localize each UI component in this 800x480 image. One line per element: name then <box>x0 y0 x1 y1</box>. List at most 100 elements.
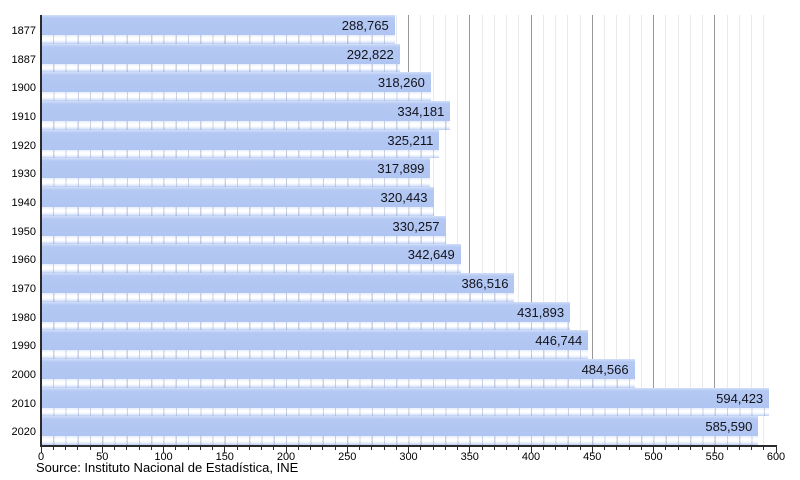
bar-value-label: 446,744 <box>535 333 583 349</box>
x-minor-tick <box>457 447 458 450</box>
grid-line-minor <box>493 15 495 445</box>
x-tick-label: 450 <box>583 451 602 463</box>
bar-gloss-band <box>41 149 440 159</box>
x-minor-tick <box>261 447 262 450</box>
bar-value-label: 318,260 <box>377 75 425 91</box>
x-minor-tick <box>567 447 569 450</box>
bar-body <box>41 187 434 207</box>
bar-gloss-band <box>41 207 434 216</box>
grid-line-major <box>530 15 532 445</box>
bar-gloss-band <box>41 321 571 331</box>
x-minor-tick <box>751 447 752 450</box>
bar-row: 585,590 <box>41 416 776 445</box>
x-minor-tick <box>248 447 250 450</box>
bar-body <box>41 158 431 179</box>
x-tick <box>163 447 164 453</box>
x-minor-tick <box>665 447 667 450</box>
bar-value-label: 325,211 <box>387 132 434 148</box>
x-minor-tick <box>212 447 213 450</box>
bar-row: 317,899 <box>41 158 776 187</box>
grid-line-minor <box>726 15 728 445</box>
grid-line-minor <box>457 15 458 445</box>
year-label: 1930 <box>11 168 36 181</box>
x-tick <box>101 447 103 453</box>
bar: 594,423 <box>41 387 770 417</box>
bar-row: 342,649 <box>41 244 776 273</box>
x-minor-tick <box>689 447 691 450</box>
bar-value-label: 330,257 <box>392 218 440 234</box>
bar-row: 330,257 <box>41 215 776 245</box>
year-label: 1960 <box>11 254 36 267</box>
bar-row: 431,893 <box>41 301 776 331</box>
year-label: 1900 <box>11 82 36 95</box>
grid-line-minor <box>738 15 740 445</box>
x-minor-tick <box>432 447 434 450</box>
grid-line-major <box>591 15 593 445</box>
bar-gloss-band <box>41 407 770 417</box>
bar-body <box>41 215 446 236</box>
year-label: 1970 <box>11 283 36 295</box>
year-label: 1910 <box>11 111 36 123</box>
x-tick <box>346 447 348 453</box>
year-label: 2000 <box>11 369 36 381</box>
grid-line-minor <box>763 15 765 445</box>
grid-line-minor <box>689 15 691 445</box>
x-tick <box>40 447 42 453</box>
bar-row: 484,566 <box>41 359 776 388</box>
x-minor-tick <box>77 447 79 450</box>
bar-value-label: 386,516 <box>461 276 509 291</box>
year-label: 2010 <box>11 397 36 410</box>
bar: 585,590 <box>41 416 759 445</box>
x-tick-label: 500 <box>644 451 663 463</box>
x-axis-line <box>40 445 777 447</box>
bar-value-label: 334,181 <box>397 104 445 119</box>
bar-gloss-band <box>41 264 461 273</box>
bar-value-label: 431,893 <box>517 304 565 320</box>
x-minor-tick <box>199 447 201 450</box>
x-tick <box>469 447 471 453</box>
bar-row: 320,443 <box>41 187 776 216</box>
x-minor-tick <box>444 447 446 450</box>
bar-body <box>41 72 431 93</box>
x-minor-tick <box>138 447 140 450</box>
bar-body <box>41 359 635 379</box>
bar-gloss-band <box>41 379 635 388</box>
bar: 318,260 <box>41 72 431 101</box>
bars-layer: 288,765 292,822 318,260 334,181 325,211 317,8… <box>41 15 776 445</box>
bar-body <box>41 101 451 121</box>
year-label: 1950 <box>11 225 36 238</box>
bar-gloss-band <box>41 235 446 245</box>
x-tick <box>653 447 654 453</box>
x-minor-tick <box>65 447 66 450</box>
x-minor-tick <box>677 447 679 450</box>
x-minor-tick <box>297 447 299 450</box>
grid-line-minor <box>567 15 569 445</box>
bar-value-label: 320,443 <box>380 190 428 205</box>
bar-body <box>41 43 400 64</box>
bar-value-label: 292,822 <box>346 46 394 62</box>
x-tick-label: 100 <box>154 451 173 463</box>
x-tick-label: 250 <box>338 451 357 463</box>
year-label: 1887 <box>11 53 36 66</box>
y-axis-line <box>40 15 42 446</box>
bar-row: 325,211 <box>41 129 776 159</box>
x-tick <box>591 447 593 453</box>
x-minor-tick <box>518 447 520 450</box>
bar-row: 292,822 <box>41 43 776 73</box>
x-minor-tick <box>114 447 115 450</box>
bar: 288,765 <box>41 15 395 44</box>
bar-body <box>41 273 515 293</box>
x-minor-tick <box>150 447 152 450</box>
x-minor-tick <box>273 447 275 450</box>
bar-body <box>41 330 589 351</box>
source-text: Source: Instituto Nacional de Estadístic… <box>36 460 299 475</box>
grid-line-minor <box>579 15 581 445</box>
bar-body <box>41 15 395 35</box>
year-label: 1940 <box>11 197 36 209</box>
x-tick-label: 300 <box>399 451 418 463</box>
x-minor-tick <box>359 447 360 450</box>
x-minor-tick <box>726 447 728 450</box>
x-tick <box>285 447 287 453</box>
bar-row: 386,516 <box>41 273 776 302</box>
